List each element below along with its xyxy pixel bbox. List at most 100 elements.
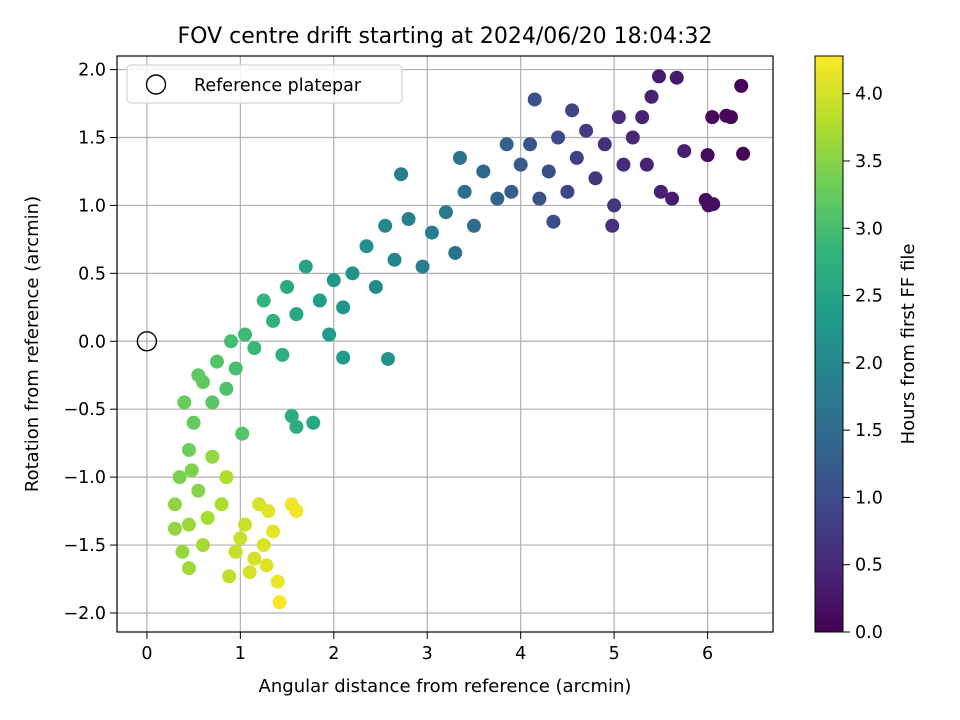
x-tick-label: 6 [702, 644, 713, 664]
scatter-point [705, 110, 720, 125]
scatter-point [523, 137, 538, 152]
scatter-point [541, 164, 556, 179]
x-tick-label: 3 [422, 644, 433, 664]
scatter-point [200, 510, 215, 525]
scatter-point [336, 300, 351, 315]
x-axis-label: Angular distance from reference (arcmin) [259, 676, 632, 697]
scatter-point [222, 569, 237, 584]
scatter-point [701, 198, 716, 213]
scatter-point [191, 483, 206, 498]
scatter-point [527, 92, 542, 107]
scatter-point [336, 350, 351, 365]
plot-frame [116, 55, 774, 633]
scatter-point [476, 164, 491, 179]
scatter-point [415, 259, 430, 274]
colorbar-tick-label: 2.5 [855, 287, 883, 307]
scatter-point [734, 78, 749, 93]
scatter-point [219, 381, 234, 396]
reference-platepar-marker [136, 331, 158, 352]
scatter-point [228, 544, 243, 559]
scatter-point [219, 470, 234, 485]
scatter-point [644, 89, 659, 104]
scatter-point [457, 184, 472, 199]
scatter-point [466, 218, 481, 233]
scatter-point [209, 354, 224, 369]
legend-label: Reference platepar [194, 76, 362, 96]
scatter-point [605, 218, 620, 233]
scatter-point [289, 307, 304, 322]
scatter-point [186, 415, 201, 430]
scatter-point [284, 409, 299, 423]
scatter-point [289, 419, 304, 434]
scatter-point [275, 347, 290, 362]
scatter-point [532, 191, 547, 206]
y-tick-label: 2.0 [78, 61, 106, 81]
scatter-point [677, 144, 692, 159]
colorbar-tick-label: 0.5 [855, 556, 883, 576]
scatter-point [401, 212, 416, 227]
scatter-point [306, 415, 321, 430]
scatter-point [228, 361, 243, 376]
y-tick-label: 1.5 [78, 129, 106, 149]
y-tick-label: −1.0 [64, 468, 107, 488]
legend-reference-marker [145, 74, 167, 95]
scatter-point [289, 504, 304, 519]
scatter-point [551, 130, 566, 145]
scatter-point [270, 574, 285, 589]
scatter-point [167, 497, 182, 512]
scatter-point [224, 334, 239, 349]
x-axis: 0 1 2 3 4 5 6 [141, 632, 713, 664]
scatter-point [359, 239, 374, 254]
scatter-point [252, 497, 267, 512]
colorbar-tick-label: 1.0 [855, 488, 883, 508]
scatter-point [326, 273, 341, 288]
scatter-point [205, 449, 220, 464]
legend-box [126, 64, 403, 104]
scatter-point [345, 266, 360, 281]
legend: Reference platepar [126, 64, 403, 104]
scatter-point [569, 150, 584, 165]
scatter-point [616, 157, 631, 172]
scatter-point [378, 218, 393, 233]
colorbar: 0.0 0.5 1.0 1.5 2.0 2.5 3.0 3.5 4.0 Hours from f… [814, 55, 919, 643]
chart-title: FOV centre drift starting at 2024/06/20 … [178, 24, 713, 49]
x-tick-label: 5 [609, 644, 620, 664]
scatter-point [513, 157, 528, 172]
scatter-point [665, 191, 680, 206]
scatter-point [272, 595, 287, 610]
scatter-point [639, 157, 654, 172]
scatter-point [312, 293, 327, 308]
scatter-point [298, 259, 313, 274]
scatter-point [266, 524, 281, 539]
scatter-point [653, 184, 668, 199]
scatter-point [669, 70, 684, 85]
scatter-point [280, 279, 295, 294]
scatter-point [504, 184, 519, 199]
y-tick-label: −0.5 [64, 400, 107, 420]
scatter-point [177, 395, 192, 410]
scatter-point [719, 108, 734, 123]
scatter-point [452, 150, 467, 165]
x-tick-label: 0 [141, 644, 152, 664]
scatter-point [247, 341, 262, 356]
scatter-point [235, 426, 250, 441]
scatter-point [499, 137, 514, 152]
scatter-point [233, 531, 248, 546]
scatter-point [205, 395, 220, 410]
scatter-point [259, 558, 274, 573]
colorbar-tick-label: 0.0 [855, 623, 883, 643]
colorbar-tick-label: 3.0 [855, 219, 883, 239]
colorbar-gradient [814, 55, 844, 633]
colorbar-axis: 0.0 0.5 1.0 1.5 2.0 2.5 3.0 3.5 4.0 [843, 85, 883, 643]
scatter-point [175, 544, 190, 559]
y-axis: −2.0 −1.5 −1.0 −0.5 0.0 0.5 1.0 1.5 2.0 [64, 61, 117, 624]
y-tick-label: −1.5 [64, 536, 107, 556]
colorbar-tick-label: 2.0 [855, 354, 883, 374]
scatter-point [560, 184, 575, 199]
scatter-point [579, 123, 594, 138]
scatter-point [247, 551, 262, 566]
scatter-point [700, 148, 715, 163]
x-tick-label: 4 [515, 644, 526, 664]
plot-area [117, 56, 773, 632]
